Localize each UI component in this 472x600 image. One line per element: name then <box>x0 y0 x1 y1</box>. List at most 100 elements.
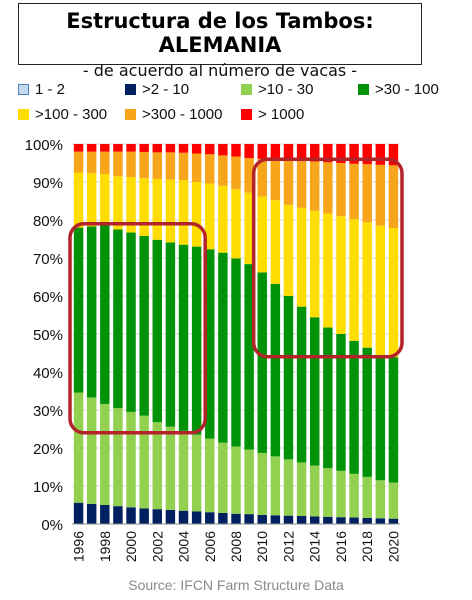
y-tick-label: 70% <box>33 251 63 268</box>
bar-segment <box>362 222 372 348</box>
bar-segment <box>205 438 215 513</box>
source-note: Source: IFCN Farm Structure Data <box>128 577 344 593</box>
bar-segment <box>283 204 294 296</box>
bar-segment <box>205 183 215 250</box>
x-tick-label: 2010 <box>254 531 270 562</box>
bar-segment <box>152 239 163 423</box>
bar-segment <box>73 502 84 524</box>
bar-segment <box>283 160 294 205</box>
bar-segment <box>113 229 123 409</box>
bar-segment <box>257 514 267 524</box>
bar-segment <box>100 403 110 505</box>
bar-segment <box>218 512 228 524</box>
bar-segment <box>309 144 320 162</box>
bar-segment <box>178 152 189 181</box>
bar-segment <box>178 144 189 153</box>
bar-segment <box>362 517 372 524</box>
bar-segment <box>126 151 136 178</box>
bar-segment <box>113 176 123 230</box>
bar-segment <box>270 159 281 201</box>
legend-label: > 1000 <box>258 105 305 123</box>
bar-segment <box>100 151 110 175</box>
bar-segment <box>205 249 215 439</box>
x-tick-label: 2008 <box>228 531 244 562</box>
bar-segment <box>270 200 281 284</box>
bar-segment <box>283 296 294 460</box>
bar-segment <box>73 144 84 152</box>
bar-segment <box>336 470 346 518</box>
bar-segment <box>336 334 346 471</box>
bar-segment <box>191 246 202 435</box>
bar-segment <box>152 144 163 153</box>
legend-label: >10 - 30 <box>258 80 314 98</box>
x-tick-label: 2004 <box>176 531 192 562</box>
legend-item: >300 - 1000 <box>125 105 223 123</box>
bar-segment <box>323 468 333 517</box>
bar-segment <box>375 164 386 226</box>
bar-segment <box>362 144 372 165</box>
x-tick-label: 2002 <box>149 531 165 562</box>
bar-segment <box>296 161 307 208</box>
bar-segment <box>270 515 281 524</box>
bar-segment <box>244 449 254 515</box>
bar-segment <box>323 144 333 163</box>
bar-segment <box>296 144 307 162</box>
bar-segment <box>205 512 215 524</box>
chart-subtitle: - de acuerdo al número de vacas - <box>82 61 358 80</box>
x-tick-label: 1998 <box>97 531 113 562</box>
bar-segment <box>388 357 399 483</box>
x-tick-label: 2012 <box>280 531 296 562</box>
bar-segment <box>178 180 189 245</box>
y-tick-label: 80% <box>33 213 63 230</box>
bar-segment <box>191 144 202 154</box>
bar-segment <box>296 306 307 463</box>
y-tick-label: 10% <box>33 479 63 496</box>
bar-segment <box>388 165 399 228</box>
bar-segment <box>257 272 267 453</box>
legend: 1 - 2 >2 - 10 >10 - 30 >30 - 100 >100 - 300 >… <box>0 80 472 128</box>
bar-segment <box>309 516 320 524</box>
bar-segment <box>309 161 320 211</box>
bar-segment <box>86 173 97 227</box>
bar-segment <box>283 459 294 516</box>
bar-segment <box>349 144 359 164</box>
bar-segment <box>388 144 399 166</box>
bar-segment <box>309 317 320 466</box>
bar-segment <box>257 452 267 515</box>
bar-segment <box>270 456 281 516</box>
bar-segment <box>257 144 267 159</box>
bar-segment <box>349 517 359 524</box>
bar-segment <box>257 196 267 273</box>
bar-segment <box>296 516 307 524</box>
legend-swatch <box>18 108 29 120</box>
bar-segment <box>139 178 149 236</box>
bar-segment <box>126 177 136 233</box>
highlight-box <box>251 157 404 359</box>
bar-segment <box>296 462 307 517</box>
bar-segment <box>323 327 333 469</box>
bar-segment <box>309 465 320 517</box>
bar-segment <box>218 144 228 156</box>
bar-segment <box>323 516 333 524</box>
bar-segment <box>152 422 163 510</box>
x-tick-label: 2000 <box>123 531 139 562</box>
bar-segment <box>152 178 163 240</box>
bar-segment <box>165 242 176 427</box>
legend-label: >100 - 300 <box>35 105 108 123</box>
legend-item: >100 - 300 <box>18 105 107 123</box>
bar-segment <box>296 207 307 307</box>
legend-label: >2 - 10 <box>142 80 190 98</box>
bar-segment <box>73 151 84 173</box>
bar-segment <box>244 144 254 159</box>
bar-segment <box>336 144 346 163</box>
bar-segment <box>349 340 359 474</box>
chart-title: Estructura de los Tambos: ALEMANIA <box>66 9 374 57</box>
bar-segment <box>362 476 372 518</box>
bar-segment <box>73 227 84 393</box>
bar-segment <box>165 144 176 153</box>
bar-segment <box>100 144 110 152</box>
y-tick-label: 0% <box>41 517 63 534</box>
bar-segment <box>388 227 399 358</box>
bar-segment <box>113 144 123 152</box>
bar-segment <box>205 144 215 155</box>
